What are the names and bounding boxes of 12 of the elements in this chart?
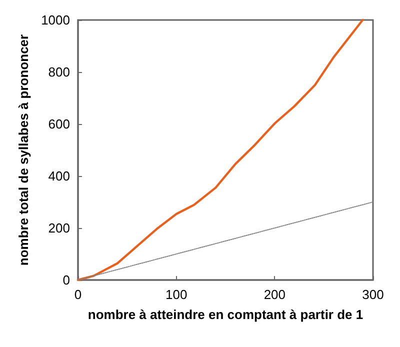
x-tick-label: 200: [264, 287, 286, 302]
x-tick-label: 300: [362, 287, 384, 302]
y-tick-label: 800: [48, 64, 70, 80]
x-axis-title: nombre à atteindre en comptant à partir de 1: [88, 307, 364, 322]
y-tick-label: 1000: [41, 12, 70, 28]
x-tick-label: 0: [74, 287, 82, 302]
y-axis-title: nombre total de syllabes à prononcer: [16, 34, 31, 266]
y-tick-label: 200: [48, 220, 70, 236]
y-tick-label: 0: [62, 272, 70, 288]
x-tick-label: 100: [165, 287, 188, 302]
y-tick-label: 400: [48, 168, 70, 184]
y-tick-label: 600: [48, 116, 70, 132]
